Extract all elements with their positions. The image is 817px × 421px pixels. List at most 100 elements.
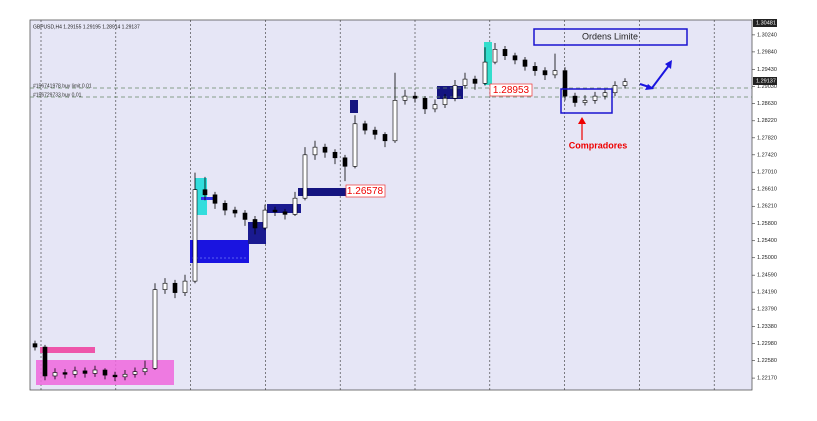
candle-body [412,95,418,99]
y-tick-label: 1.22580 [757,358,777,364]
candle-body [302,154,308,199]
y-tick-label: 1.24190 [757,290,777,296]
zone [248,222,266,244]
candle-body [442,97,448,105]
annotation: Compradores [569,140,628,150]
candle-body [152,289,158,369]
candle-body [92,369,98,374]
y-tick-label: 1.29840 [757,49,777,55]
candle-body [492,49,498,63]
candle-body [112,374,118,378]
candle-body [612,85,618,94]
buyers-box [560,88,613,114]
arrow-head [578,117,586,124]
zone [40,347,95,353]
y-tick-label: 1.25000 [757,255,777,261]
candle-body [122,373,128,378]
zone [201,197,213,200]
annotation: Ordens Limite [582,31,638,41]
y-tick-label: 1.27420 [757,152,777,158]
candle-body [212,194,218,204]
candle-body [172,282,178,293]
candle-body [572,95,578,103]
zone [195,178,207,215]
price-label: 1.29137 [756,78,776,84]
price-axis: 1.30240 1.29840 1.29430 1.29030 1.28630 1.282… [752,32,777,382]
price-label-box [753,77,777,85]
y-tick-label: 1.29030 [757,84,777,90]
level-label-box [345,184,386,198]
candle-body [372,129,378,135]
candle-body [242,212,248,220]
zone [190,240,249,263]
y-tick-label: 1.30240 [757,32,777,38]
candle-body [42,346,48,377]
candle-body [52,372,58,377]
candle-body [272,209,278,213]
price-label-box [753,19,777,27]
candle-body [392,100,398,142]
candle-body [202,189,208,196]
candle-body [192,189,198,282]
candle-body [432,104,438,110]
zone [267,204,301,213]
candle-body [332,151,338,159]
candles [32,42,628,382]
candle-body [252,219,258,229]
y-tick-label: 1.22980 [757,341,777,347]
zone [298,188,352,196]
candle-body [542,70,548,76]
order-label: #156729733 buy 0.01 [33,92,82,98]
candle-body [472,78,478,84]
candle-body [342,157,348,167]
candle-body [182,280,188,293]
arrow-head [645,84,654,90]
candle-body [142,368,148,373]
zone [350,100,358,113]
candle-body [292,197,298,215]
y-tick-label: 1.26210 [757,204,777,210]
candle-body [452,85,458,99]
plot-area [29,19,753,391]
candle-body [262,209,268,229]
y-tick-label: 1.24590 [757,273,777,279]
y-tick-label: 1.23790 [757,307,777,313]
candle-body [562,70,568,97]
level-label-box [489,83,533,97]
candle-body [312,146,318,156]
candle-body [532,66,538,71]
y-tick-label: 1.27820 [757,135,777,141]
candle-body [462,78,468,86]
candle-body [282,211,288,215]
y-tick-label: 1.27010 [757,170,777,176]
candle-body [232,209,238,214]
candle-body [512,55,518,61]
annotation: 1.26578 [347,186,384,197]
arrow-head [665,60,672,69]
y-tick-label: 1.22170 [757,376,777,382]
candle-body [602,92,608,97]
price-label: 1.30481 [756,20,776,26]
y-tick-label: 1.29430 [757,67,777,73]
candle-body [552,70,558,76]
limit-box [533,28,688,46]
candle-body [502,49,508,57]
candle-body [592,95,598,101]
candle-body [82,370,88,374]
candle-body [522,59,528,67]
candle-body [482,61,488,84]
y-tick-label: 1.28220 [757,118,777,124]
candle-body [582,100,588,103]
y-tick-label: 1.23380 [757,324,777,330]
candle-body [322,146,328,153]
annotation: 1.28953 [493,85,530,96]
order-label: #156741978 buy limit 0.01 [33,83,92,89]
candle-body [402,95,408,101]
candle-body [352,123,358,167]
y-tick-label: 1.25400 [757,238,777,244]
candle-body [102,369,108,376]
candle-body [622,81,628,86]
chart-title: GBPUSD,H4 1.29155 1.29195 1.28914 1.2913… [33,24,140,30]
y-tick-label: 1.26610 [757,187,777,193]
candle-body [162,282,168,290]
